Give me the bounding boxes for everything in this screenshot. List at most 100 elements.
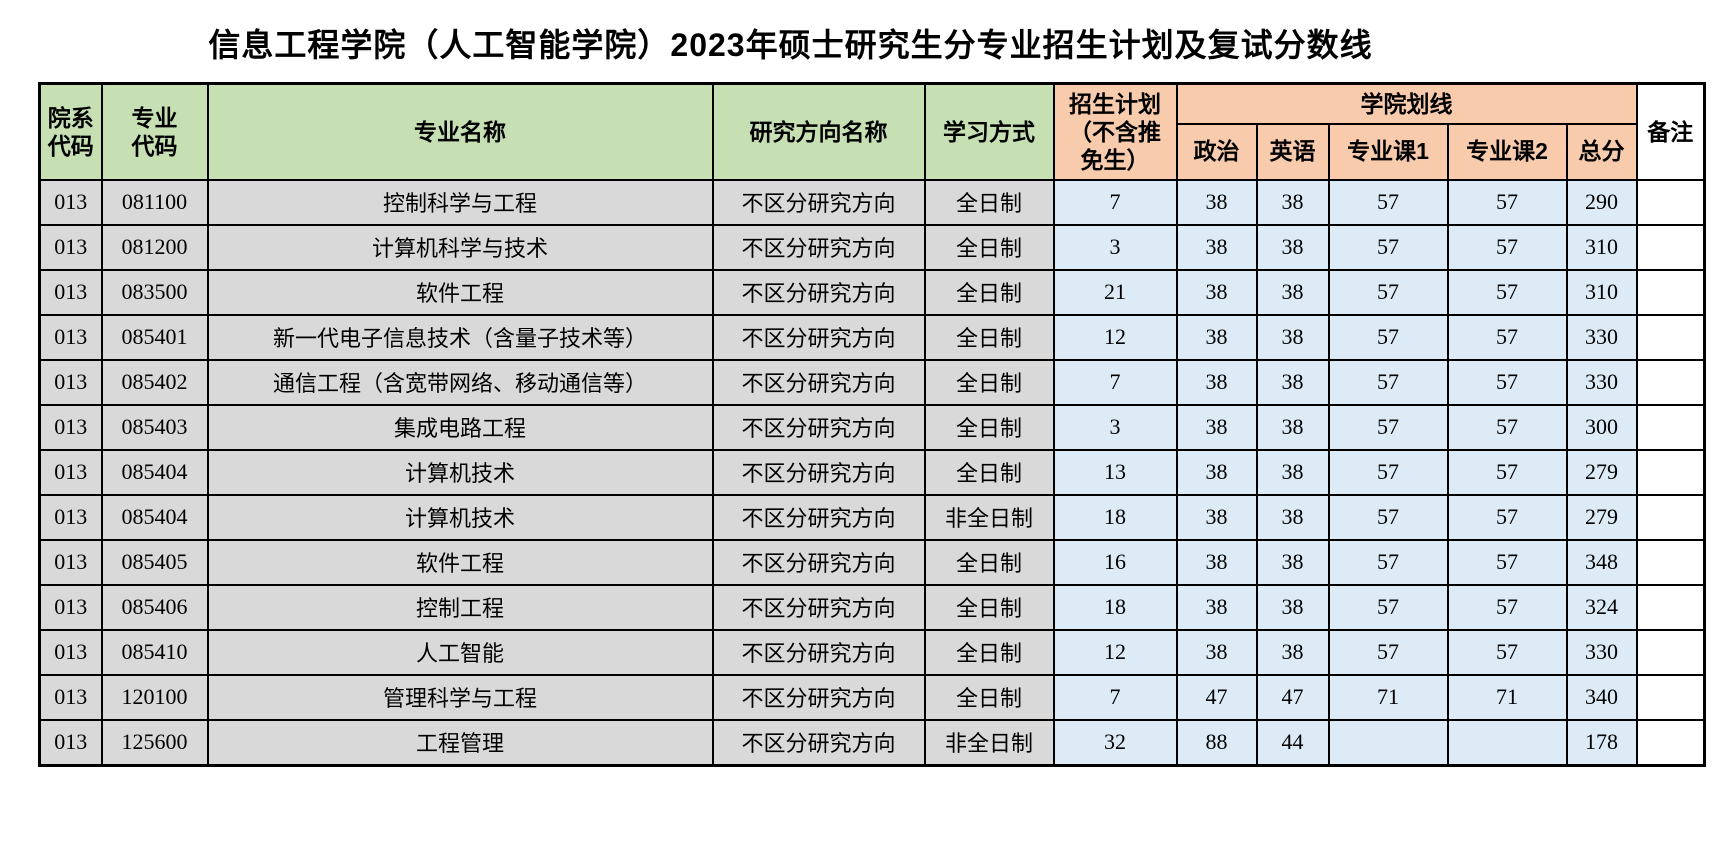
cell-plan: 32: [1052, 718, 1178, 766]
table-header: 院系 代码 专业 代码 专业名称 研究方向名称 学习方式 招生计划 （不含推 免…: [38, 82, 1706, 181]
cell-politics: 38: [1175, 313, 1258, 361]
col-header-course2: 专业课2: [1446, 122, 1568, 181]
cell-course1: 57: [1327, 628, 1449, 676]
cell-major_name: 计算机技术: [206, 493, 714, 541]
cell-study_mode: 全日制: [923, 178, 1055, 226]
cell-total: 310: [1565, 268, 1638, 316]
cell-politics: 38: [1175, 448, 1258, 496]
cell-major_code: 085406: [100, 583, 209, 631]
cell-english: 38: [1255, 268, 1330, 316]
cell-course2: 57: [1446, 448, 1568, 496]
cell-course2: 57: [1446, 403, 1568, 451]
admissions-table: 院系 代码 专业 代码 专业名称 研究方向名称 学习方式 招生计划 （不含推 免…: [38, 82, 1707, 767]
cell-research_direction: 不区分研究方向: [711, 313, 926, 361]
table-row: 013 085404 计算机技术 不区分研究方向 全日制 13 38 38 57 57 279: [38, 448, 1706, 496]
cell-course2: 57: [1446, 583, 1568, 631]
cell-major_code: 120100: [100, 673, 209, 721]
cell-plan: 13: [1052, 448, 1178, 496]
cell-research_direction: 不区分研究方向: [711, 628, 926, 676]
col-header-major-name: 专业名称: [206, 82, 714, 181]
cell-research_direction: 不区分研究方向: [711, 223, 926, 271]
cell-major_name: 集成电路工程: [206, 403, 714, 451]
cell-course1: 57: [1327, 403, 1449, 451]
cell-study_mode: 全日制: [923, 223, 1055, 271]
cell-politics: 38: [1175, 538, 1258, 586]
cell-major_code: 085404: [100, 493, 209, 541]
cell-politics: 38: [1175, 403, 1258, 451]
cell-english: 38: [1255, 223, 1330, 271]
cell-remarks: [1635, 493, 1706, 541]
page-title: 信息工程学院（人工智能学院）2023年硕士研究生分专业招生计划及复试分数线: [208, 27, 1373, 63]
cell-study_mode: 全日制: [923, 313, 1055, 361]
cell-research_direction: 不区分研究方向: [711, 358, 926, 406]
cell-plan: 12: [1052, 628, 1178, 676]
cell-course1: [1327, 718, 1449, 766]
cell-research_direction: 不区分研究方向: [711, 493, 926, 541]
col-header-remarks: 备注: [1635, 82, 1706, 181]
col-header-major-code: 专业 代码: [100, 82, 209, 181]
cell-remarks: [1635, 223, 1706, 271]
header-row-top: 院系 代码 专业 代码 专业名称 研究方向名称 学习方式 招生计划 （不含推 免…: [38, 82, 1706, 181]
cell-research_direction: 不区分研究方向: [711, 268, 926, 316]
cell-course1: 57: [1327, 358, 1449, 406]
cell-course1: 57: [1327, 583, 1449, 631]
cell-major_code: 081200: [100, 223, 209, 271]
cell-plan: 12: [1052, 313, 1178, 361]
cell-english: 47: [1255, 673, 1330, 721]
cell-study_mode: 全日制: [923, 403, 1055, 451]
cell-dept_code: 013: [38, 538, 103, 586]
cell-total: 279: [1565, 448, 1638, 496]
cell-major_name: 工程管理: [206, 718, 714, 766]
cell-study_mode: 全日制: [923, 448, 1055, 496]
cell-course1: 57: [1327, 538, 1449, 586]
cell-plan: 7: [1052, 673, 1178, 721]
table-row: 013 120100 管理科学与工程 不区分研究方向 全日制 7 47 47 71 71 340: [38, 673, 1706, 721]
cell-course2: 57: [1446, 628, 1568, 676]
cell-english: 38: [1255, 313, 1330, 361]
col-header-english: 英语: [1255, 122, 1330, 181]
table-row: 013 085404 计算机技术 不区分研究方向 非全日制 18 38 38 57 57 279: [38, 493, 1706, 541]
cell-major_name: 计算机技术: [206, 448, 714, 496]
table-body: 013 081100 控制科学与工程 不区分研究方向 全日制 7 38 38 57 57 290 01…: [38, 178, 1706, 766]
cell-course1: 57: [1327, 268, 1449, 316]
cell-dept_code: 013: [38, 358, 103, 406]
cell-course1: 57: [1327, 178, 1449, 226]
cell-remarks: [1635, 628, 1706, 676]
cell-research_direction: 不区分研究方向: [711, 718, 926, 766]
cell-plan: 18: [1052, 493, 1178, 541]
col-header-politics: 政治: [1175, 122, 1258, 181]
cell-course2: 57: [1446, 358, 1568, 406]
cell-course2: 57: [1446, 178, 1568, 226]
cell-major_code: 125600: [100, 718, 209, 766]
cell-major_name: 人工智能: [206, 628, 714, 676]
cell-politics: 38: [1175, 268, 1258, 316]
cell-plan: 3: [1052, 223, 1178, 271]
cell-total: 300: [1565, 403, 1638, 451]
cell-politics: 38: [1175, 358, 1258, 406]
cell-total: 290: [1565, 178, 1638, 226]
cell-remarks: [1635, 403, 1706, 451]
cell-politics: 38: [1175, 628, 1258, 676]
cell-major_code: 085402: [100, 358, 209, 406]
cell-remarks: [1635, 718, 1706, 766]
table-row: 013 085405 软件工程 不区分研究方向 全日制 16 38 38 57 57 348: [38, 538, 1706, 586]
cell-total: 330: [1565, 628, 1638, 676]
cell-politics: 38: [1175, 223, 1258, 271]
col-header-total: 总分: [1565, 122, 1638, 181]
cell-research_direction: 不区分研究方向: [711, 538, 926, 586]
cell-total: 330: [1565, 358, 1638, 406]
cell-dept_code: 013: [38, 313, 103, 361]
col-header-research-direction: 研究方向名称: [711, 82, 926, 181]
cell-research_direction: 不区分研究方向: [711, 583, 926, 631]
cell-plan: 16: [1052, 538, 1178, 586]
cell-politics: 38: [1175, 178, 1258, 226]
cell-dept_code: 013: [38, 448, 103, 496]
cell-major_name: 控制工程: [206, 583, 714, 631]
table-row: 013 085402 通信工程（含宽带网络、移动通信等） 不区分研究方向 全日制 7 38 3…: [38, 358, 1706, 406]
cell-research_direction: 不区分研究方向: [711, 178, 926, 226]
cell-major_code: 083500: [100, 268, 209, 316]
cell-study_mode: 全日制: [923, 673, 1055, 721]
cell-major_name: 计算机科学与技术: [206, 223, 714, 271]
cell-research_direction: 不区分研究方向: [711, 673, 926, 721]
table-row: 013 125600 工程管理 不区分研究方向 非全日制 32 88 44 178: [38, 718, 1706, 766]
